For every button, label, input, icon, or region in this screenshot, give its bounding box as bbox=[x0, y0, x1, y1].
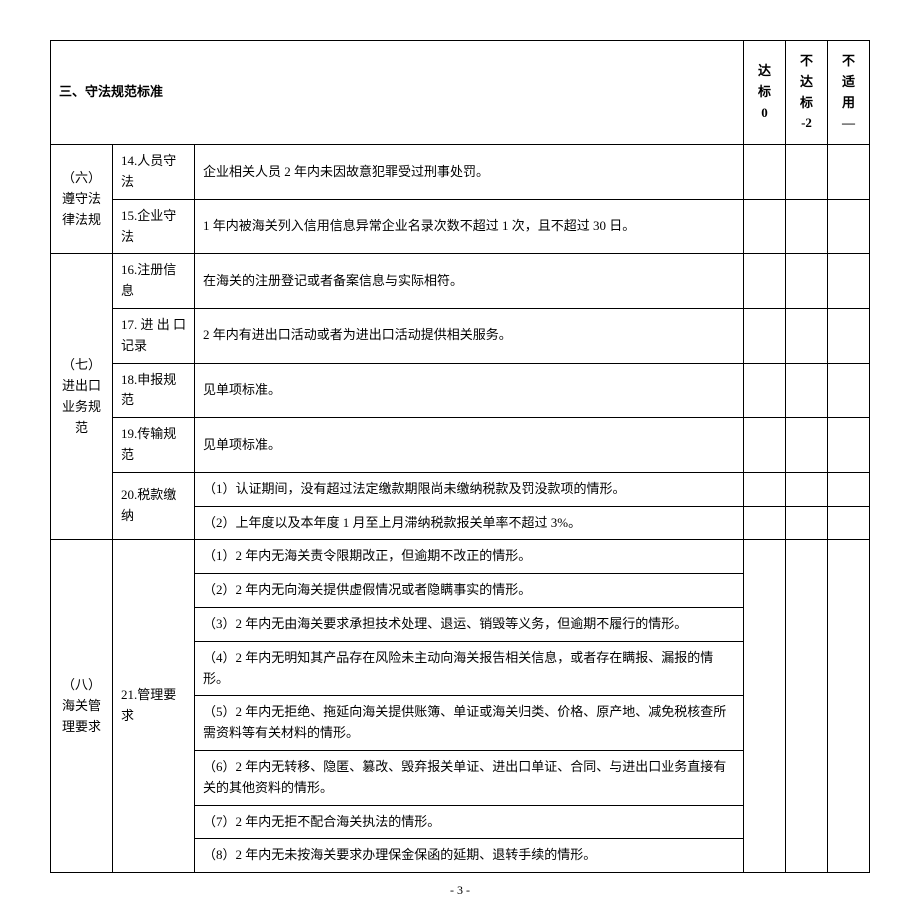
col-fail-header: 不达标 -2 bbox=[786, 41, 828, 145]
score-cell bbox=[828, 506, 870, 540]
score-cell bbox=[786, 472, 828, 506]
score-cell bbox=[744, 506, 786, 540]
table-row: （七） 进出口业务规范 16.注册信息 在海关的注册登记或者备案信息与实际相符。 bbox=[51, 254, 870, 309]
desc-21-6: （6）2 年内无转移、隐匿、篡改、毁弃报关单证、进出口单证、合同、与进出口业务直… bbox=[195, 750, 744, 805]
col-na-label: 不适用 bbox=[842, 53, 855, 110]
score-cell bbox=[744, 540, 786, 873]
score-cell bbox=[744, 145, 786, 200]
score-cell bbox=[786, 363, 828, 418]
category-eight: （八） 海关管理要求 bbox=[51, 540, 113, 873]
item-19: 19.传输规范 bbox=[113, 418, 195, 473]
category-seven: （七） 进出口业务规范 bbox=[51, 254, 113, 540]
table-row: 20.税款缴纳 （1）认证期间，没有超过法定缴款期限尚未缴纳税款及罚没款项的情形… bbox=[51, 472, 870, 506]
desc-21-8: （8）2 年内无未按海关要求办理保金保函的延期、退转手续的情形。 bbox=[195, 839, 744, 873]
score-cell bbox=[744, 254, 786, 309]
page-number: - 3 - bbox=[50, 883, 870, 898]
score-cell bbox=[828, 418, 870, 473]
table-row: 15.企业守法 1 年内被海关列入信用信息异常企业名录次数不超过 1 次，且不超… bbox=[51, 199, 870, 254]
table-header-row: 三、守法规范标准 达标 0 不达标 -2 不适用 — bbox=[51, 41, 870, 145]
category-six: （六） 遵守法律法规 bbox=[51, 145, 113, 254]
desc-16: 在海关的注册登记或者备案信息与实际相符。 bbox=[195, 254, 744, 309]
desc-15: 1 年内被海关列入信用信息异常企业名录次数不超过 1 次，且不超过 30 日。 bbox=[195, 199, 744, 254]
score-cell bbox=[786, 254, 828, 309]
score-cell bbox=[828, 199, 870, 254]
desc-20-1: （1）认证期间，没有超过法定缴款期限尚未缴纳税款及罚没款项的情形。 bbox=[195, 472, 744, 506]
col-fail-score: -2 bbox=[801, 115, 812, 130]
table-row: 19.传输规范 见单项标准。 bbox=[51, 418, 870, 473]
col-fail-label: 不达标 bbox=[800, 53, 813, 110]
col-meet-score: 0 bbox=[761, 105, 768, 120]
score-cell bbox=[786, 506, 828, 540]
table-row: （八） 海关管理要求 21.管理要求 （1）2 年内无海关责令限期改正，但逾期不… bbox=[51, 540, 870, 574]
table-row: 17. 进 出 口 记录 2 年内有进出口活动或者为进出口活动提供相关服务。 bbox=[51, 308, 870, 363]
item-20: 20.税款缴纳 bbox=[113, 472, 195, 540]
col-na-header: 不适用 — bbox=[828, 41, 870, 145]
desc-21-4: （4）2 年内无明知其产品存在风险未主动向海关报告相关信息，或者存在瞒报、漏报的… bbox=[195, 641, 744, 696]
score-cell bbox=[828, 145, 870, 200]
score-cell bbox=[828, 254, 870, 309]
col-na-score: — bbox=[842, 115, 855, 130]
table-row: 18.申报规范 见单项标准。 bbox=[51, 363, 870, 418]
score-cell bbox=[786, 199, 828, 254]
item-17: 17. 进 出 口 记录 bbox=[113, 308, 195, 363]
desc-21-5: （5）2 年内无拒绝、拖延向海关提供账簿、单证或海关归类、价格、原产地、减免税核… bbox=[195, 696, 744, 751]
item-21: 21.管理要求 bbox=[113, 540, 195, 873]
item-15: 15.企业守法 bbox=[113, 199, 195, 254]
score-cell bbox=[828, 363, 870, 418]
score-cell bbox=[744, 363, 786, 418]
score-cell bbox=[786, 308, 828, 363]
score-cell bbox=[744, 472, 786, 506]
item-16: 16.注册信息 bbox=[113, 254, 195, 309]
score-cell bbox=[786, 418, 828, 473]
score-cell bbox=[744, 199, 786, 254]
desc-17: 2 年内有进出口活动或者为进出口活动提供相关服务。 bbox=[195, 308, 744, 363]
score-cell bbox=[828, 472, 870, 506]
score-cell bbox=[744, 308, 786, 363]
table-row: （六） 遵守法律法规 14.人员守法 企业相关人员 2 年内未因故意犯罪受过刑事… bbox=[51, 145, 870, 200]
score-cell bbox=[828, 540, 870, 873]
desc-19: 见单项标准。 bbox=[195, 418, 744, 473]
desc-21-1: （1）2 年内无海关责令限期改正，但逾期不改正的情形。 bbox=[195, 540, 744, 574]
score-cell bbox=[786, 145, 828, 200]
col-meet-label: 达标 bbox=[758, 63, 771, 99]
compliance-table: 三、守法规范标准 达标 0 不达标 -2 不适用 — （六） 遵守法律法规 14… bbox=[50, 40, 870, 873]
score-cell bbox=[828, 308, 870, 363]
desc-21-2: （2）2 年内无向海关提供虚假情况或者隐瞒事实的情形。 bbox=[195, 574, 744, 608]
desc-14: 企业相关人员 2 年内未因故意犯罪受过刑事处罚。 bbox=[195, 145, 744, 200]
desc-18: 见单项标准。 bbox=[195, 363, 744, 418]
item-18: 18.申报规范 bbox=[113, 363, 195, 418]
desc-21-3: （3）2 年内无由海关要求承担技术处理、退运、销毁等义务，但逾期不履行的情形。 bbox=[195, 607, 744, 641]
desc-20-2: （2）上年度以及本年度 1 月至上月滞纳税款报关单率不超过 3%。 bbox=[195, 506, 744, 540]
score-cell bbox=[744, 418, 786, 473]
section-title: 三、守法规范标准 bbox=[51, 41, 744, 145]
item-14: 14.人员守法 bbox=[113, 145, 195, 200]
desc-21-7: （7）2 年内无拒不配合海关执法的情形。 bbox=[195, 805, 744, 839]
col-meet-header: 达标 0 bbox=[744, 41, 786, 145]
score-cell bbox=[786, 540, 828, 873]
